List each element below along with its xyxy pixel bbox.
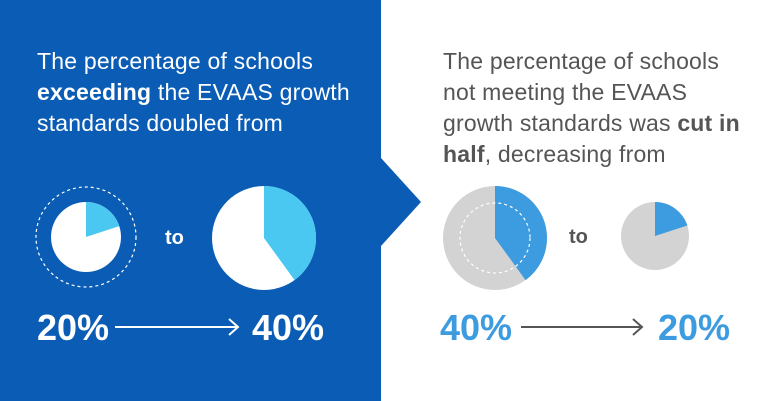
right-from-percent: 40% — [440, 307, 513, 348]
right-from-pie-slice — [495, 186, 547, 281]
right-to-pie-slice — [655, 202, 688, 236]
right-to-pie — [621, 202, 689, 270]
right-from-dashed-ring — [459, 202, 531, 274]
right-description: The percentage of schools not meeting th… — [443, 48, 740, 167]
right-to-label: to — [569, 226, 588, 248]
left-to-pie — [212, 186, 316, 290]
left-from-dashed-ring — [35, 186, 137, 288]
left-to-pie-slice — [264, 186, 316, 281]
left-panel — [0, 0, 381, 401]
left-to-label: to — [165, 227, 184, 249]
left-emphasis: exceeding — [37, 79, 152, 105]
right-arrow — [521, 318, 644, 336]
left-from-percent: 20% — [37, 307, 110, 348]
right-emphasis: cut in half — [443, 110, 740, 167]
left-to-percent: 40% — [252, 307, 325, 348]
right-to-percent: 20% — [658, 307, 731, 348]
left-from-pie-slice — [86, 202, 120, 237]
left-arrow — [115, 318, 240, 336]
panel-arrow-notch — [381, 158, 421, 246]
left-description: The percentage of schools exceeding the … — [37, 48, 350, 136]
left-from-pie — [35, 186, 137, 288]
right-from-pie — [443, 186, 547, 290]
